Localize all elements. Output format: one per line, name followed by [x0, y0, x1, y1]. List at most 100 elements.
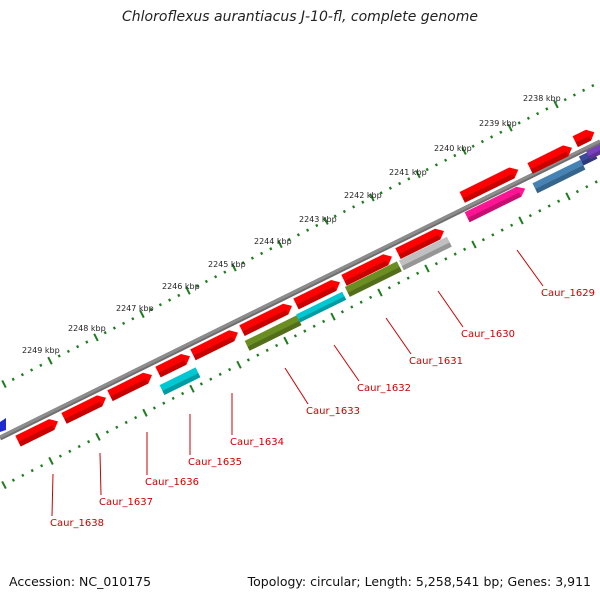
gene-label-caur-1635[interactable]: Caur_1635: [188, 457, 242, 468]
inner-tick: [134, 415, 138, 420]
inner-tick: [481, 238, 485, 242]
inner-tick: [218, 372, 222, 377]
gene-arrow-caur-1631a-shade: [344, 260, 389, 286]
gene-arrow-caur-1629a: [459, 167, 519, 203]
outer-tick: [76, 345, 80, 349]
leader-line: [51, 473, 54, 517]
kbp-labels: 2238 kbp 2239 kbp 2240 kbp 2241 kbp 2242…: [22, 94, 561, 355]
inner-tick: [1, 480, 7, 489]
inner-tick: [397, 281, 401, 285]
inner-tick: [330, 312, 336, 321]
gene-arrow-caur-1629a-body: [459, 167, 519, 203]
leader-line: [333, 344, 360, 382]
outer-tick: [112, 326, 116, 330]
outer-tick: [185, 286, 191, 295]
gene-arrow-caur-1637-body: [61, 395, 106, 424]
gene-arrow-caur-1631-shade: [347, 267, 402, 297]
gene-arrow-caur-1632a-shade: [296, 286, 337, 310]
inner-tick: [453, 252, 457, 256]
kbp-label-2238: 2238 kbp: [523, 94, 561, 103]
outer-tick: [1, 379, 7, 389]
outer-tick: [85, 340, 89, 344]
gene-arrow-caur-1629-shade: [467, 192, 522, 223]
gene-arrow-caur-1633a: [239, 303, 292, 336]
outer-tick: [453, 153, 457, 158]
inner-tick: [189, 384, 195, 393]
gene-arrow-caur-1633-body: [244, 315, 302, 351]
outer-tick: [323, 216, 329, 225]
inner-tick: [293, 334, 297, 338]
gene-arrow-caur-1632-body: [296, 291, 347, 323]
inner-tick: [40, 464, 44, 468]
inner-tick: [565, 192, 571, 201]
inner-tick: [538, 209, 542, 213]
backbone-line: [0, 139, 600, 439]
inner-tick: [471, 240, 477, 249]
gene-arrow-caur-1633: [244, 315, 302, 351]
gene-label-caur-1630[interactable]: Caur_1630: [461, 329, 515, 340]
outer-tick: [471, 144, 475, 148]
outer-tick: [195, 284, 199, 288]
inner-tick: [444, 257, 448, 261]
gene-label-caur-1638[interactable]: Caur_1638: [50, 518, 104, 529]
kbp-label-2242: 2242 kbp: [344, 191, 382, 200]
leader-line: [385, 317, 412, 355]
gene-arrow-caur-1637: [61, 395, 106, 424]
kbp-label-2248: 2248 kbp: [68, 324, 106, 333]
gene-label-caur-1634[interactable]: Caur_1634: [230, 437, 284, 448]
gene-arrow-caur-1630-body: [398, 236, 452, 271]
inner-tick: [11, 478, 15, 482]
inner-tick: [340, 310, 344, 314]
gene-arrow-caur-1636: [107, 372, 152, 402]
gene-arrow-caur-1626-shade: [535, 165, 586, 194]
outer-tick: [66, 349, 70, 354]
gene-arrow-caur-1629a-shade: [462, 173, 515, 203]
inner-tick: [369, 295, 373, 300]
outer-tick: [149, 307, 153, 312]
gene-arrow-caur-1630-shade: [401, 242, 452, 271]
outer-tick: [277, 240, 283, 249]
inner-tick: [30, 468, 34, 473]
inner-tick: [416, 271, 420, 275]
leader-line: [437, 290, 464, 328]
inner-tick: [528, 213, 532, 218]
outer-tick: [204, 279, 208, 284]
gene-label-caur-1636[interactable]: Caur_1636: [145, 477, 199, 488]
inner-tick: [162, 401, 166, 405]
outer-tick: [342, 209, 346, 214]
outer-tick: [103, 331, 107, 335]
outer-tick: [517, 121, 521, 125]
gene-arrow-edge: [0, 418, 6, 432]
gene-label-caur-1633[interactable]: Caur_1633: [306, 406, 360, 417]
outer-tick: [250, 256, 254, 260]
inner-tick: [77, 444, 81, 449]
gene-arrow-caur-1635-shade: [162, 373, 201, 395]
gene-arrow-caur-1630a-shade: [398, 234, 441, 259]
outer-tick: [398, 181, 402, 186]
inner-tick: [434, 262, 438, 266]
kbp-label-2249: 2249 kbp: [22, 346, 60, 355]
gene-arrow-caur-1631-body: [344, 261, 402, 297]
outer-tick: [131, 317, 135, 321]
inner-tick: [547, 204, 551, 208]
inner-tick: [500, 228, 504, 232]
gene-label-leaders: [51, 249, 544, 517]
outer-tick: [415, 170, 421, 179]
gene-label-caur-1632[interactable]: Caur_1632: [357, 383, 411, 394]
kbp-label-2244: 2244 kbp: [254, 237, 292, 246]
outer-tick: [315, 223, 319, 228]
inner-tick: [58, 454, 62, 458]
outer-tick: [158, 303, 162, 307]
outer-tick: [379, 191, 383, 195]
outer-tick: [287, 237, 291, 242]
gene-arrow-caur-1635a: [155, 354, 190, 378]
kbp-label-2240: 2240 kbp: [434, 144, 472, 153]
gene-arrow-caur-1632-shade: [298, 296, 347, 323]
kbp-label-2243: 2243 kbp: [299, 215, 337, 224]
gene-label-caur-1629[interactable]: Caur_1629: [541, 288, 595, 299]
gene-label-caur-1631[interactable]: Caur_1631: [409, 356, 463, 367]
inner-tick: [48, 456, 54, 465]
gene-label-caur-1637[interactable]: Caur_1637: [99, 497, 153, 508]
gene-arrow-caur-1638-shade: [18, 425, 55, 447]
